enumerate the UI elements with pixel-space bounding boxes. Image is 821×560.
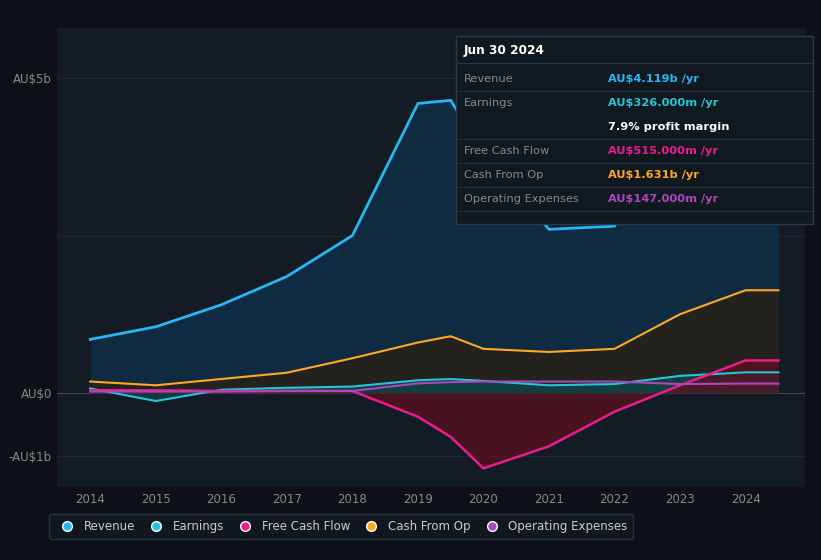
Text: 7.9% profit margin: 7.9% profit margin (608, 122, 729, 132)
Text: AU$515.000m /yr: AU$515.000m /yr (608, 146, 718, 156)
Text: Earnings: Earnings (464, 98, 513, 108)
Text: Cash From Op: Cash From Op (464, 170, 544, 180)
Legend: Revenue, Earnings, Free Cash Flow, Cash From Op, Operating Expenses: Revenue, Earnings, Free Cash Flow, Cash … (49, 514, 634, 539)
Text: AU$1.631b /yr: AU$1.631b /yr (608, 170, 699, 180)
Text: Jun 30 2024: Jun 30 2024 (464, 44, 545, 57)
Text: AU$4.119b /yr: AU$4.119b /yr (608, 74, 699, 83)
Text: AU$326.000m /yr: AU$326.000m /yr (608, 98, 718, 108)
Text: Revenue: Revenue (464, 74, 513, 83)
Text: Free Cash Flow: Free Cash Flow (464, 146, 549, 156)
Text: AU$147.000m /yr: AU$147.000m /yr (608, 194, 718, 204)
Text: Operating Expenses: Operating Expenses (464, 194, 579, 204)
